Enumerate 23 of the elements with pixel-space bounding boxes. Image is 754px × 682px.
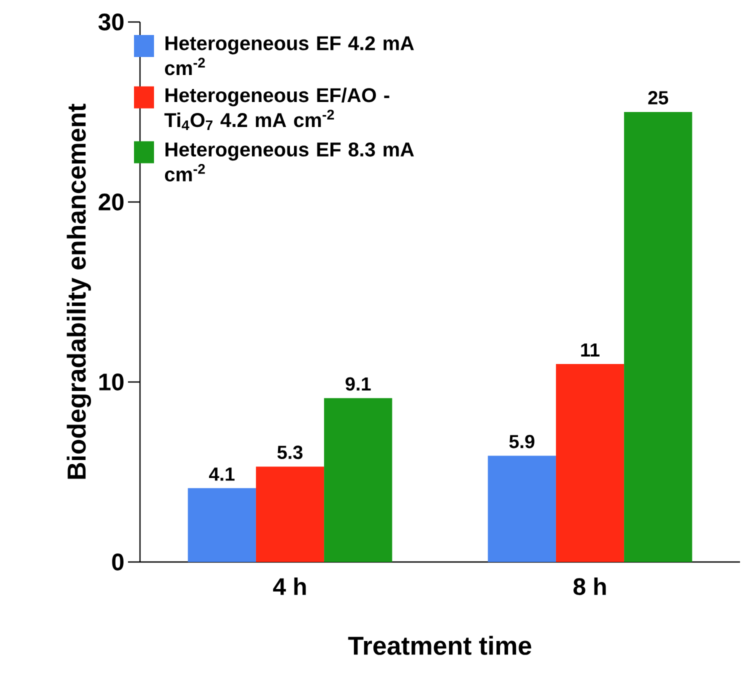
x-axis-title: Treatment time (348, 636, 532, 655)
data-label: 9.1 (346, 377, 371, 391)
data-label: 5.3 (277, 446, 302, 460)
data-label: 25 (648, 91, 668, 104)
y-axis-title: Biodegradability enhancement (66, 104, 92, 479)
legend-label: Heterogeneous EF/AO - Ti$_{4}$O$_{7}$ 4.2 mA cm$^{-2}$ (164, 88, 390, 130)
legend-label: Heterogeneous EF 8.3 mA cm$^{-2}$ (164, 142, 414, 182)
bar (256, 466, 324, 562)
y-tick-label: 30 (98, 14, 124, 30)
bar (188, 488, 256, 562)
y-tick-label: 20 (98, 194, 124, 210)
bar (556, 364, 624, 562)
y-tick-label: 0 (112, 554, 124, 570)
bar (488, 456, 556, 562)
data-label: 4.1 (209, 468, 235, 481)
x-tick-label: 4 h (273, 578, 306, 595)
bar (324, 398, 392, 562)
legend-label: Heterogeneous EF 4.2 mA cm$^{-2}$ (164, 36, 414, 76)
data-label: 5.9 (509, 434, 534, 448)
x-tick-label: 8 h (574, 578, 606, 596)
y-tick-label: 10 (99, 374, 124, 390)
bar (624, 112, 692, 562)
data-label: 11 (581, 343, 600, 356)
